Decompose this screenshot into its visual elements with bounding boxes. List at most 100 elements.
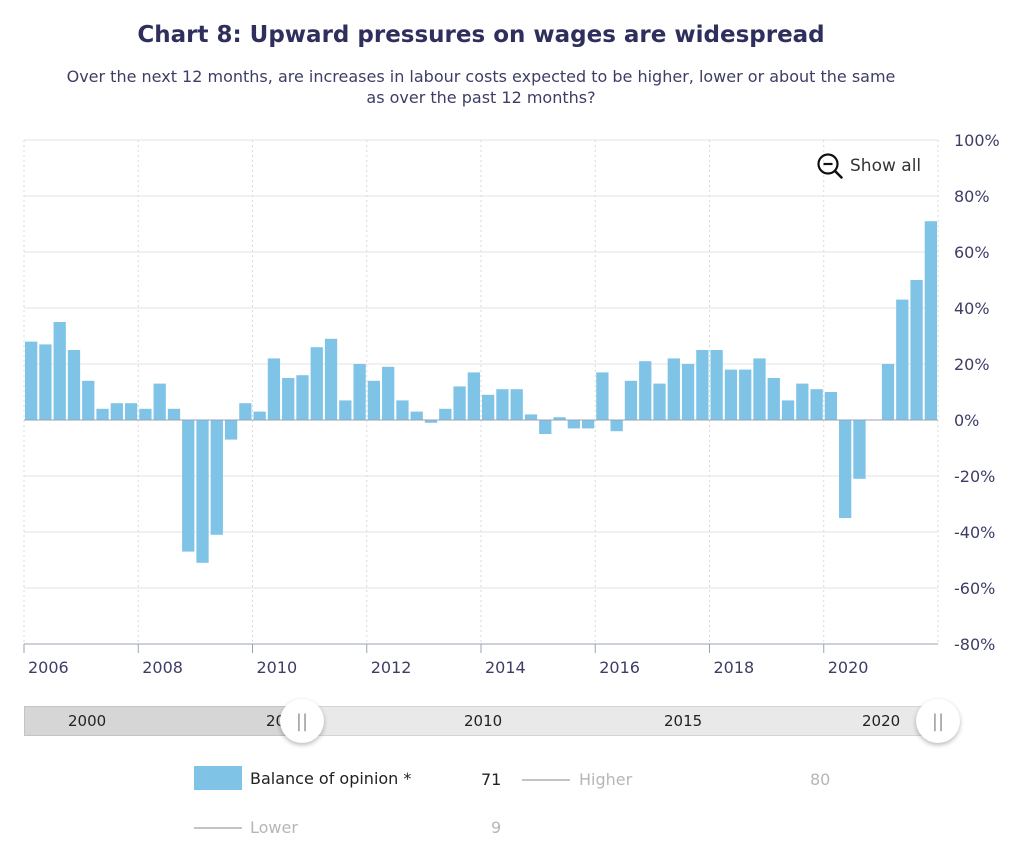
data-bar: [53, 322, 66, 420]
axes: 100% 80% 60% 40% 20% 0% -20% -40% -60% -80% 2006 20…: [23, 131, 1000, 677]
x-tick-label: 2018: [714, 658, 755, 677]
navigator-right-handle[interactable]: ||: [916, 699, 960, 743]
x-tick-label: 2010: [257, 658, 298, 677]
data-bar: [67, 350, 81, 420]
data-bar: [581, 420, 595, 429]
data-bar: [382, 366, 395, 420]
data-bar: [496, 389, 509, 420]
data-bar: [510, 389, 523, 420]
data-bar: [910, 280, 923, 420]
data-bar: [639, 361, 652, 420]
legend-item-lower[interactable]: Lower: [194, 818, 298, 837]
navigator-label: 2000: [68, 712, 107, 730]
data-bar: [439, 408, 452, 420]
legend-value-lower: 9: [491, 818, 502, 837]
x-tick-label: 2008: [142, 658, 183, 677]
data-bar: [282, 378, 295, 420]
data-bar: [753, 358, 766, 420]
data-bar: [110, 403, 123, 420]
data-bar: [367, 380, 381, 420]
navigator-label: 2010: [464, 712, 503, 730]
y-tick-label: 80%: [954, 187, 990, 206]
range-navigator[interactable]: 2000 20 2010 2015 2020 || ||: [24, 699, 960, 743]
legend-item-higher[interactable]: Higher: [522, 770, 632, 789]
x-tick-label: 2006: [28, 658, 69, 677]
data-bar: [482, 394, 495, 420]
data-bar: [739, 369, 752, 420]
legend-swatch-balance: [194, 766, 242, 790]
data-bar: [182, 420, 195, 552]
legend-swatch-higher: [522, 778, 570, 781]
show-all-label: Show all: [850, 156, 922, 176]
y-tick-label: 60%: [954, 243, 990, 262]
data-bar: [824, 392, 838, 420]
data-bar: [410, 411, 423, 420]
data-bar: [710, 350, 723, 420]
data-bar: [467, 372, 480, 420]
data-bar: [296, 375, 309, 420]
data-bar: [25, 341, 38, 420]
legend-swatch-lower: [194, 826, 242, 829]
data-bar: [224, 420, 238, 440]
data-bar: [210, 420, 223, 535]
legend-label-lower: Lower: [250, 818, 298, 837]
zoom-out-icon: [817, 153, 843, 179]
legend-label-balance: Balance of opinion *: [250, 768, 412, 788]
data-bar: [39, 344, 52, 420]
data-bar: [667, 358, 680, 420]
chart-plot-area: 100% 80% 60% 40% 20% 0% -20% -40% -60% -80% 2006 20…: [23, 131, 1000, 677]
y-tick-label: -40%: [954, 523, 995, 542]
data-bar: [553, 417, 566, 420]
y-tick-label: 100%: [954, 131, 1000, 150]
data-bar: [681, 364, 695, 420]
data-bar: [924, 221, 937, 420]
legend-value-balance: 71: [481, 770, 502, 789]
data-bar: [324, 338, 338, 420]
legend-value-higher: 80: [810, 770, 831, 789]
data-bar: [853, 420, 866, 479]
data-bar: [167, 408, 181, 420]
navigator-left-handle[interactable]: ||: [280, 699, 324, 743]
data-bar: [767, 378, 780, 420]
data-bar: [539, 420, 552, 434]
data-bar: [453, 386, 466, 420]
y-tick-label: 20%: [954, 355, 990, 374]
chart-subtitle: Over the next 12 months, are increases i…: [66, 67, 896, 107]
data-bar: [82, 380, 95, 420]
data-bar: [139, 408, 152, 420]
y-tick-label: -20%: [954, 467, 995, 486]
data-bar: [153, 383, 166, 420]
data-bar: [896, 299, 909, 420]
bar-series: [25, 221, 937, 563]
data-bar: [796, 383, 809, 420]
show-all-button[interactable]: Show all: [816, 150, 921, 182]
legend-label-higher: Higher: [579, 770, 633, 789]
x-tick-label: 2020: [828, 658, 869, 677]
data-bar: [196, 420, 209, 563]
data-bar: [396, 400, 409, 420]
y-tick-label: -60%: [954, 579, 995, 598]
navigator-label: 2015: [664, 712, 703, 730]
data-bar: [96, 408, 109, 420]
data-bar: [524, 414, 538, 420]
y-tick-label: 0%: [954, 411, 979, 430]
data-bar: [810, 389, 823, 420]
data-bar: [653, 383, 666, 420]
x-tick-label: 2014: [485, 658, 526, 677]
data-bar: [339, 400, 352, 420]
legend-item-balance[interactable]: Balance of opinion *: [194, 766, 411, 790]
data-bar: [696, 350, 709, 420]
data-bar: [424, 420, 438, 423]
data-bar: [353, 364, 366, 420]
data-bar: [839, 420, 852, 518]
data-bar: [781, 400, 795, 420]
data-bar: [124, 403, 138, 420]
x-tick-label: 2012: [371, 658, 412, 677]
gridlines: [23, 139, 939, 645]
data-bar: [724, 369, 738, 420]
y-tick-label: 40%: [954, 299, 990, 318]
data-bar: [310, 347, 323, 420]
data-bar: [610, 420, 623, 432]
y-tick-label: -80%: [954, 635, 995, 654]
data-bar: [253, 411, 266, 420]
